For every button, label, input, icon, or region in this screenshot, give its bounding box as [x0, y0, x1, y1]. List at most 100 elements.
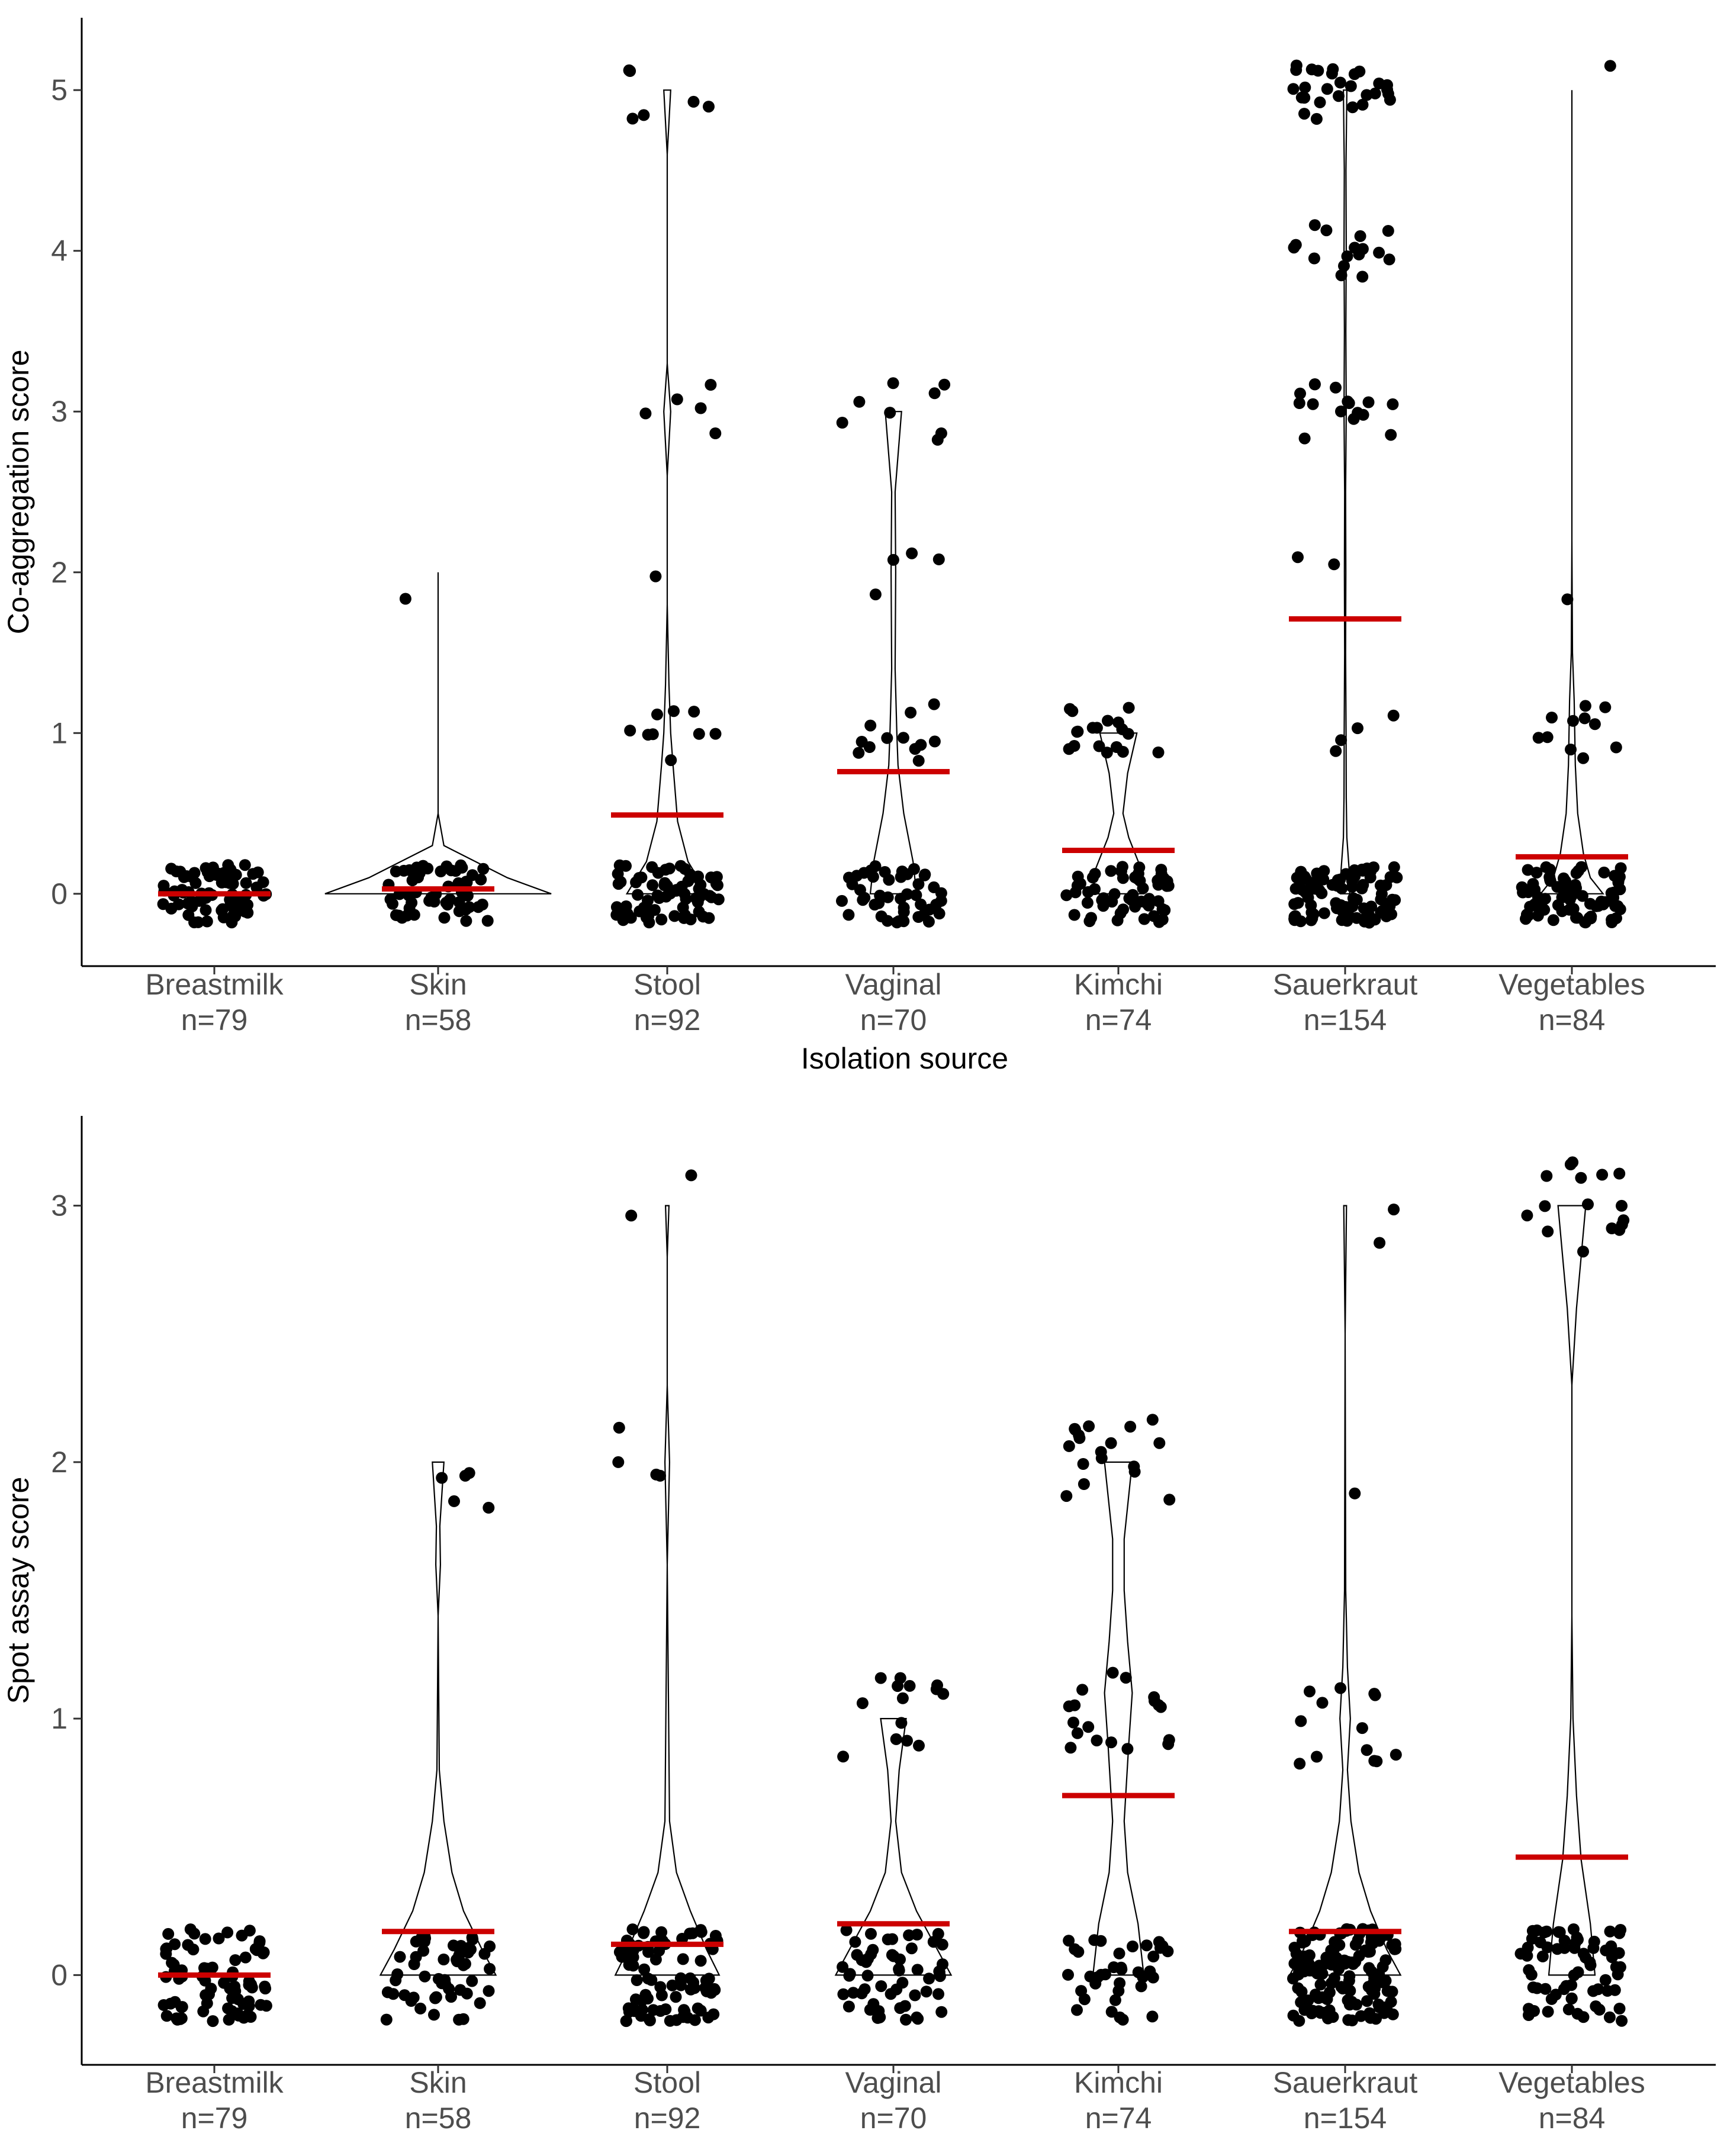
data-point: [1099, 1968, 1111, 1981]
data-point: [435, 865, 447, 877]
data-point: [1331, 902, 1343, 915]
data-point: [853, 746, 865, 759]
data-point: [899, 2000, 911, 2012]
data-point: [1101, 746, 1113, 759]
data-point: [1082, 1721, 1095, 1733]
data-point: [1335, 406, 1347, 417]
data-point: [221, 1926, 234, 1939]
data-point: [674, 860, 687, 872]
data-point: [1081, 897, 1094, 909]
x-tick-label: Stool: [633, 968, 701, 1001]
data-point: [187, 1943, 200, 1956]
data-point: [857, 894, 869, 906]
data-point: [874, 1672, 887, 1684]
data-point: [842, 2000, 855, 2013]
data-point: [712, 879, 723, 892]
data-point: [912, 755, 925, 767]
data-point: [638, 1927, 649, 1939]
data-point: [649, 570, 662, 583]
data-point: [647, 2004, 660, 2016]
data-point: [1527, 1981, 1539, 1994]
data-point: [1370, 2013, 1382, 2025]
data-point: [699, 1981, 711, 1994]
data-point: [1522, 864, 1534, 876]
data-point: [1316, 1968, 1329, 1980]
data-point: [935, 427, 947, 439]
x-tick-label: Vegetables: [1498, 2066, 1645, 2099]
data-point: [660, 890, 673, 903]
data-point: [1288, 914, 1301, 926]
data-point: [1336, 914, 1348, 926]
data-point: [1098, 892, 1109, 905]
data-point: [1068, 740, 1080, 752]
data-point: [1075, 1985, 1088, 1997]
data-point: [1610, 741, 1622, 754]
data-point: [1572, 865, 1584, 877]
data-point: [840, 1924, 853, 1936]
data-point: [1064, 1742, 1077, 1754]
data-point: [912, 878, 925, 890]
data-point: [165, 1997, 177, 2010]
violin-outline: [1340, 89, 1350, 894]
data-point: [915, 898, 927, 910]
y-axis-title: Spot assay score: [2, 1477, 35, 1704]
data-point: [911, 1929, 923, 1941]
data-point: [1385, 429, 1397, 441]
data-point: [873, 2012, 886, 2023]
data-point: [1386, 1939, 1398, 1951]
data-point: [620, 860, 632, 872]
data-point: [912, 2013, 924, 2025]
data-point: [157, 898, 169, 910]
data-point: [893, 915, 905, 928]
data-point: [201, 1997, 213, 2010]
data-point: [201, 915, 213, 928]
data-point: [1346, 101, 1359, 114]
data-point: [1302, 1955, 1314, 1968]
data-point: [1078, 1478, 1090, 1490]
data-point: [647, 879, 659, 892]
data-point: [1542, 2006, 1554, 2018]
data-point: [1569, 1937, 1581, 1949]
data-point: [853, 395, 866, 408]
data-point: [1334, 1682, 1347, 1694]
data-point: [685, 1169, 697, 1182]
data-point: [1294, 1758, 1306, 1770]
data-point: [1327, 63, 1339, 75]
data-point: [1102, 715, 1114, 727]
data-point: [474, 1997, 486, 2009]
data-point: [617, 914, 629, 926]
data-point: [1163, 1494, 1176, 1506]
data-point: [694, 402, 707, 414]
data-point: [1117, 746, 1129, 758]
x-tick-n-label: n=92: [634, 1003, 701, 1037]
data-point: [913, 1739, 925, 1752]
data-point: [1612, 1968, 1624, 1981]
data-point: [1287, 83, 1300, 95]
data-point: [1310, 112, 1323, 125]
data-point: [626, 112, 639, 125]
data-point: [231, 1993, 244, 2006]
data-point: [1580, 916, 1591, 929]
data-point: [1534, 1936, 1546, 1949]
x-axis-title: Isolation source: [801, 1042, 1008, 1075]
data-point: [239, 1951, 252, 1964]
data-point: [1344, 1984, 1356, 1997]
data-point: [1587, 1942, 1600, 1954]
data-point: [1298, 108, 1310, 120]
data-point: [1112, 1985, 1125, 1997]
x-tick-n-label: n=92: [634, 2102, 701, 2135]
data-point: [1071, 726, 1083, 738]
data-point: [856, 1697, 869, 1710]
data-point: [1287, 2009, 1300, 2022]
data-point: [900, 2013, 912, 2026]
data-point: [651, 708, 663, 720]
data-point: [1091, 1735, 1103, 1747]
data-point: [1562, 2003, 1575, 2016]
data-point: [444, 893, 456, 906]
data-point: [671, 393, 683, 406]
data-point: [1073, 1429, 1085, 1441]
